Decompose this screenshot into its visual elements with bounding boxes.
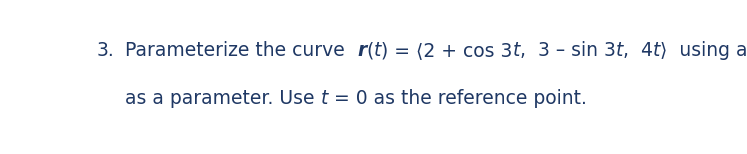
- Text: t: t: [616, 41, 623, 60]
- Text: t: t: [653, 41, 660, 60]
- Text: (: (: [366, 41, 374, 60]
- Text: = 0 as the reference point.: = 0 as the reference point.: [328, 89, 587, 108]
- Text: 3.: 3.: [96, 41, 114, 60]
- Text: t: t: [512, 41, 520, 60]
- Text: ) = ⟨2 + cos 3: ) = ⟨2 + cos 3: [381, 41, 512, 60]
- Text: r: r: [357, 41, 366, 60]
- Text: ,  4: , 4: [623, 41, 653, 60]
- Text: ⟩  using arc length,: ⟩ using arc length,: [660, 41, 747, 60]
- Text: Parameterize the curve: Parameterize the curve: [125, 41, 357, 60]
- Text: t: t: [320, 89, 328, 108]
- Text: as a parameter. Use: as a parameter. Use: [125, 89, 320, 108]
- Text: ,  3 – sin 3: , 3 – sin 3: [520, 41, 616, 60]
- Text: t: t: [374, 41, 381, 60]
